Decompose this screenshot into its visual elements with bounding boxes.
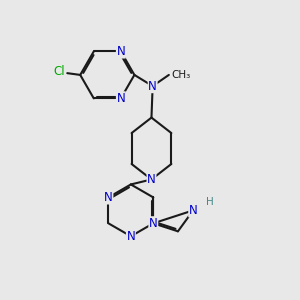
Text: N: N [149,217,158,230]
Text: N: N [148,80,157,93]
Text: CH₃: CH₃ [171,70,190,80]
Text: Cl: Cl [53,65,65,79]
Text: N: N [104,191,113,204]
Text: H: H [206,197,213,207]
Text: N: N [116,45,125,58]
Text: N: N [127,230,135,243]
Text: N: N [189,204,197,217]
Text: N: N [116,92,125,105]
Text: N: N [147,173,156,186]
